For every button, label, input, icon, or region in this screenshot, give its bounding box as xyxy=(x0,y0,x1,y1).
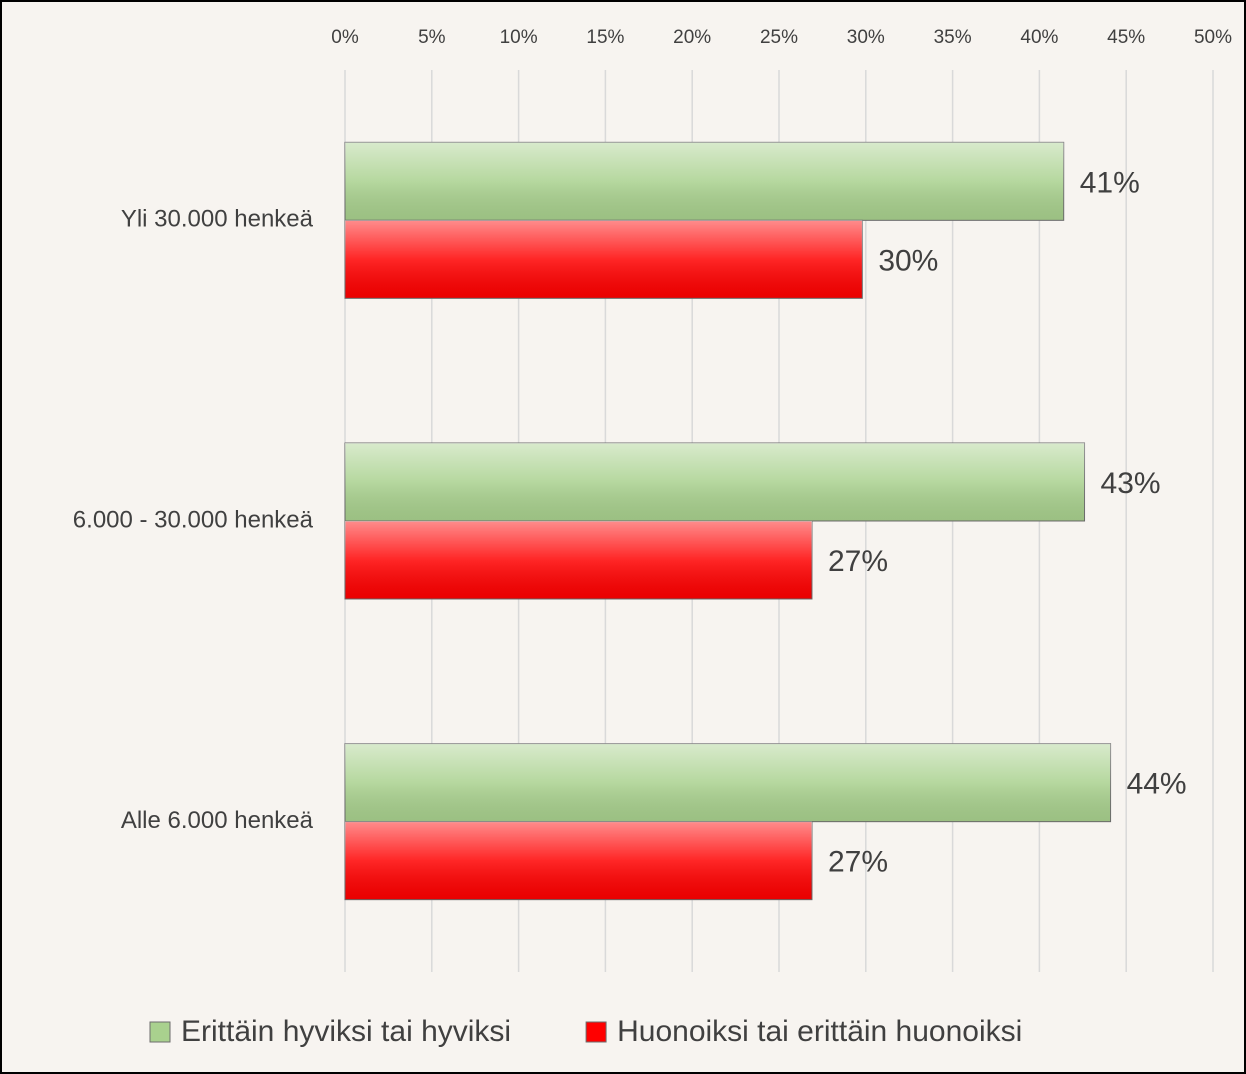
y-tick-label: Alle 6.000 henkeä xyxy=(121,807,314,834)
x-tick-label: 0% xyxy=(331,27,359,48)
bar-shine xyxy=(345,220,863,299)
legend-swatch xyxy=(585,1021,607,1043)
data-label: 27% xyxy=(828,846,888,879)
x-tick-label: 35% xyxy=(934,27,972,48)
bar-shine xyxy=(345,443,1085,521)
data-label: 43% xyxy=(1101,467,1161,500)
data-label: 41% xyxy=(1080,166,1140,199)
x-tick-label: 30% xyxy=(847,27,885,48)
y-tick-label: 6.000 - 30.000 henkeä xyxy=(73,506,314,533)
x-tick-label: 50% xyxy=(1194,27,1232,48)
y-tick-label: Yli 30.000 henkeä xyxy=(121,206,314,233)
data-label: 44% xyxy=(1127,768,1187,801)
data-label: 30% xyxy=(878,244,938,277)
legend-swatch xyxy=(149,1021,171,1043)
bar-shine xyxy=(345,521,812,599)
bar-shine xyxy=(345,821,812,900)
x-tick-label: 40% xyxy=(1020,27,1058,48)
x-tick-label: 20% xyxy=(673,27,711,48)
data-label: 27% xyxy=(828,545,888,578)
legend-label: Huonoiksi tai erittäin huonoiksi xyxy=(617,1015,1022,1048)
bar-shine xyxy=(345,142,1064,221)
x-tick-label: 45% xyxy=(1107,27,1145,48)
x-tick-label: 15% xyxy=(586,27,624,48)
x-tick-label: 5% xyxy=(418,27,446,48)
x-tick-label: 10% xyxy=(500,27,538,48)
bar-shine xyxy=(345,743,1111,822)
legend-label: Erittäin hyviksi tai hyviksi xyxy=(181,1015,511,1048)
x-tick-label: 25% xyxy=(760,27,798,48)
